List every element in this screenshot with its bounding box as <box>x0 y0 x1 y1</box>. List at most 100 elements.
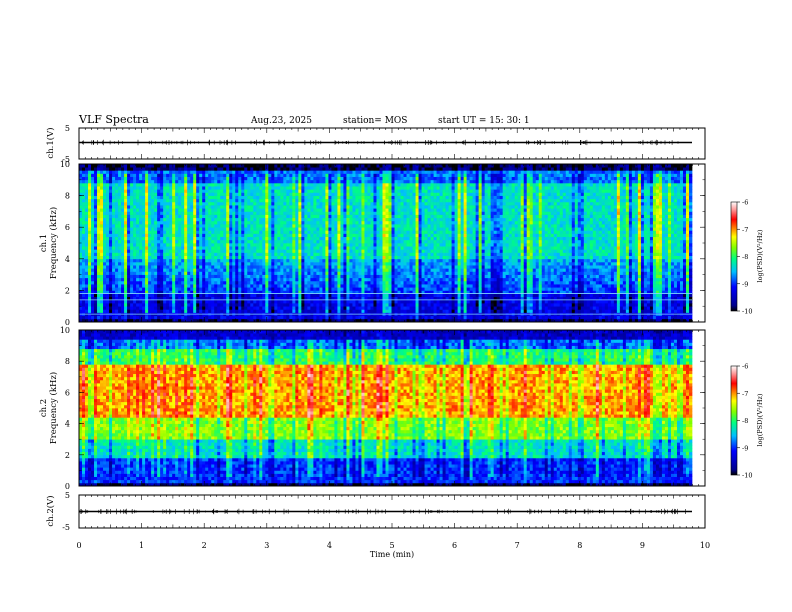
spectrogram-cell <box>190 261 194 266</box>
spectrogram-cell <box>325 271 329 275</box>
spectrogram-cell <box>130 164 134 168</box>
spectrogram-cell <box>133 211 137 215</box>
spectrogram-cell <box>187 303 191 307</box>
spectrogram-cell <box>82 249 86 253</box>
spectrogram-cell <box>238 173 242 177</box>
spectrogram-cell <box>181 268 185 272</box>
spectrogram-cell <box>253 243 257 247</box>
spectrogram-cell <box>205 192 209 196</box>
spectrogram-cell <box>241 303 245 307</box>
spectrogram-cell <box>256 249 260 253</box>
spectrogram-cell <box>277 217 281 222</box>
spectrogram-cell <box>133 173 137 177</box>
spectrogram-cell <box>217 205 221 209</box>
spectrogram-cell <box>262 258 266 263</box>
spectrogram-cell <box>211 224 215 228</box>
spectrogram-cell <box>142 236 146 241</box>
spectrogram-cell <box>337 208 341 212</box>
spectrogram-cell <box>199 201 203 206</box>
spectrogram-cell <box>133 179 137 184</box>
spectrogram-cell <box>82 290 86 294</box>
spectrogram-cell <box>229 186 233 190</box>
spectrogram-cell <box>85 309 89 313</box>
spectrogram-cell <box>349 246 353 250</box>
spectrogram-cell <box>178 176 182 181</box>
spectrogram-cell <box>79 176 83 181</box>
spectrogram-cell <box>118 277 122 282</box>
spectrogram-cell <box>223 230 227 234</box>
spectrogram-cell <box>223 277 227 282</box>
spectrogram-cell <box>250 293 254 298</box>
spectrogram-cell <box>169 179 173 184</box>
spectrogram-cell <box>124 192 128 196</box>
spectrogram-cell <box>271 186 275 190</box>
spectrogram-cell <box>220 176 224 181</box>
spectrogram-cell <box>208 173 212 177</box>
spectrogram-cell <box>121 227 125 231</box>
spectrogram-cell <box>352 201 356 206</box>
spectrogram-cell <box>202 192 206 196</box>
spectrogram-cell <box>175 299 179 304</box>
spectrogram-cell <box>109 315 113 320</box>
spectrogram-cell <box>214 246 218 250</box>
spectrogram-cell <box>304 280 308 285</box>
spectrogram-cell <box>247 290 251 294</box>
spectrogram-cell <box>310 167 314 171</box>
spectrogram-cell <box>265 258 269 263</box>
spectrogram-cell <box>298 176 302 181</box>
spectrogram-cell <box>163 186 167 190</box>
spectrogram-cell <box>295 220 299 225</box>
spectrogram-cell <box>106 318 110 323</box>
spectrogram-cell <box>184 195 188 200</box>
spectrogram-cell <box>262 277 266 282</box>
spectrogram-cell <box>217 303 221 307</box>
spectrogram-cell <box>352 220 356 225</box>
spectrogram-cell <box>256 195 260 200</box>
spectrogram-cell <box>223 265 227 269</box>
spectrogram-cell <box>250 236 254 241</box>
spectrogram-cell <box>346 287 350 291</box>
spectrogram-cell <box>289 277 293 282</box>
spectrogram-cell <box>337 274 341 279</box>
spectrogram-cell <box>118 249 122 253</box>
spectrogram-cell <box>118 195 122 200</box>
spectrogram-cell <box>160 265 164 269</box>
spectrogram-cell <box>148 268 152 272</box>
spectrogram-cell <box>235 293 239 298</box>
spectrogram-cell <box>346 220 350 225</box>
spectrogram-cell <box>109 164 113 168</box>
spectrogram-cell <box>205 182 209 187</box>
spectrogram-cell <box>106 189 110 193</box>
spectrogram-cell <box>97 277 101 282</box>
spectrogram-cell <box>316 246 320 250</box>
spectrogram-cell <box>148 211 152 215</box>
spectrogram-cell <box>217 246 221 250</box>
spectrogram-cell <box>196 236 200 241</box>
spectrogram-cell <box>100 246 104 250</box>
spectrogram-cell <box>238 170 242 174</box>
spectrogram-cell <box>247 198 251 203</box>
spectrogram-cell <box>271 211 275 215</box>
spectrogram-cell <box>139 179 143 184</box>
spectrogram-cell <box>301 195 305 200</box>
spectrogram-cell <box>307 167 311 171</box>
spectrogram-cell <box>325 211 329 215</box>
spectrogram-cell <box>163 201 167 206</box>
spectrogram-cell <box>337 284 341 288</box>
spectrogram-cell <box>142 239 146 244</box>
spectrogram-cell <box>277 315 281 320</box>
spectrogram-cell <box>205 299 209 304</box>
spectrogram-cell <box>79 198 83 203</box>
spectrogram-cell <box>271 182 275 187</box>
spectrogram-cell <box>163 287 167 291</box>
spectrogram-cell <box>271 268 275 272</box>
spectrogram-cell <box>145 214 149 219</box>
spectrogram-cell <box>307 173 311 177</box>
spectrogram-cell <box>262 186 266 190</box>
spectrogram-cell <box>157 176 161 181</box>
spectrogram-cell <box>340 192 344 196</box>
spectrogram-cell <box>337 201 341 206</box>
spectrogram-cell <box>82 246 86 250</box>
spectrogram-cell <box>280 309 284 313</box>
spectrogram-cell <box>175 205 179 209</box>
